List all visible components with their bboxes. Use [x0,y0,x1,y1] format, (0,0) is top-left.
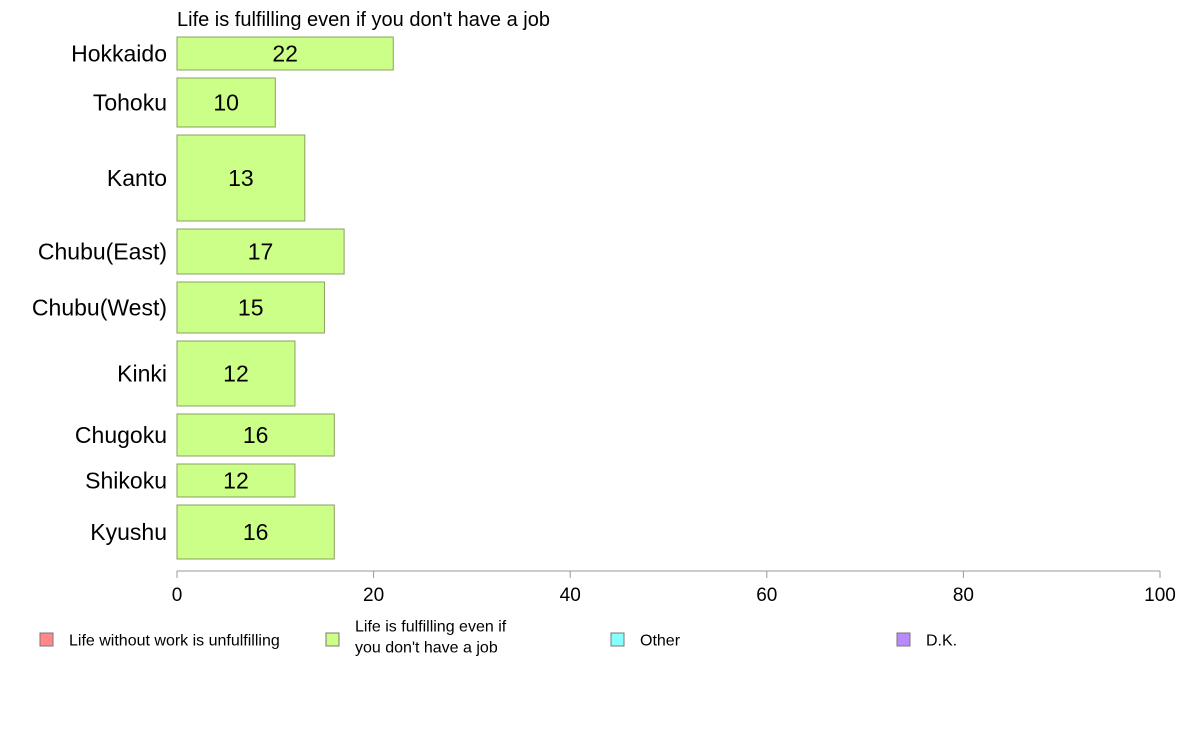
legend-swatch [610,632,625,647]
bar-value-label: 10 [213,90,239,116]
bar-value-label: 12 [223,361,249,387]
bar-value-label: 22 [272,41,298,67]
legend-label: D.K. [926,633,957,650]
bar-chubu-east [176,228,345,275]
bar-kyushu [176,504,335,560]
bar-hokkaido [176,36,394,71]
legend-item-unfulfilling: Life without work is unfulfilling [39,632,280,650]
legend-label: Other [640,633,681,650]
category-label: Kanto [107,165,167,191]
bar-value-label: 15 [238,295,264,321]
category-label: Tohoku [93,90,167,116]
bar-value-label: 12 [223,468,249,494]
x-tick-label: 60 [756,585,777,606]
legend-label: Life is fulfilling even if [355,619,507,636]
x-tick-label: 100 [1144,585,1176,606]
bar-kinki [176,340,296,407]
bars-group: Hokkaido 22 Tohoku 10 Kanto 13 Chubu(East) 17 Ch… [32,36,394,560]
category-label: Chubu(West) [32,295,167,321]
bar-value-label: 17 [248,239,274,265]
legend-item-other: Other [610,632,681,650]
legend: Life without work is unfulfilling Life is… [39,619,957,657]
category-label: Shikoku [85,468,167,494]
category-label: Kinki [117,361,167,387]
bar-chubu-west [176,281,325,334]
legend-label: you don't have a job [355,640,498,657]
legend-swatch [39,632,54,647]
x-axis: 0 20 40 60 80 100 [172,570,1176,606]
bar-tohoku [176,77,276,128]
bar-value-label: 13 [228,165,254,191]
bar-chugoku [176,413,335,457]
legend-item-fulfilling: Life is fulfilling even if you don't have… [325,619,507,657]
category-label: Chugoku [75,422,167,448]
bar-kanto [176,134,306,222]
legend-label: Life without work is unfulfilling [69,633,280,650]
legend-swatch [896,632,911,647]
bar-value-label: 16 [243,422,269,448]
x-tick-label: 80 [953,585,974,606]
x-tick-label: 20 [363,585,384,606]
category-label: Kyushu [90,519,167,545]
legend-swatch [325,632,340,647]
x-tick-label: 40 [560,585,581,606]
category-label: Chubu(East) [38,239,167,265]
bar-value-label: 16 [243,519,269,545]
x-tick-label: 0 [172,585,183,606]
bar-shikoku [176,463,296,498]
legend-item-dk: D.K. [896,632,957,650]
category-label: Hokkaido [71,41,167,67]
chart-title: Life is fulfilling even if you don't hav… [177,9,550,31]
